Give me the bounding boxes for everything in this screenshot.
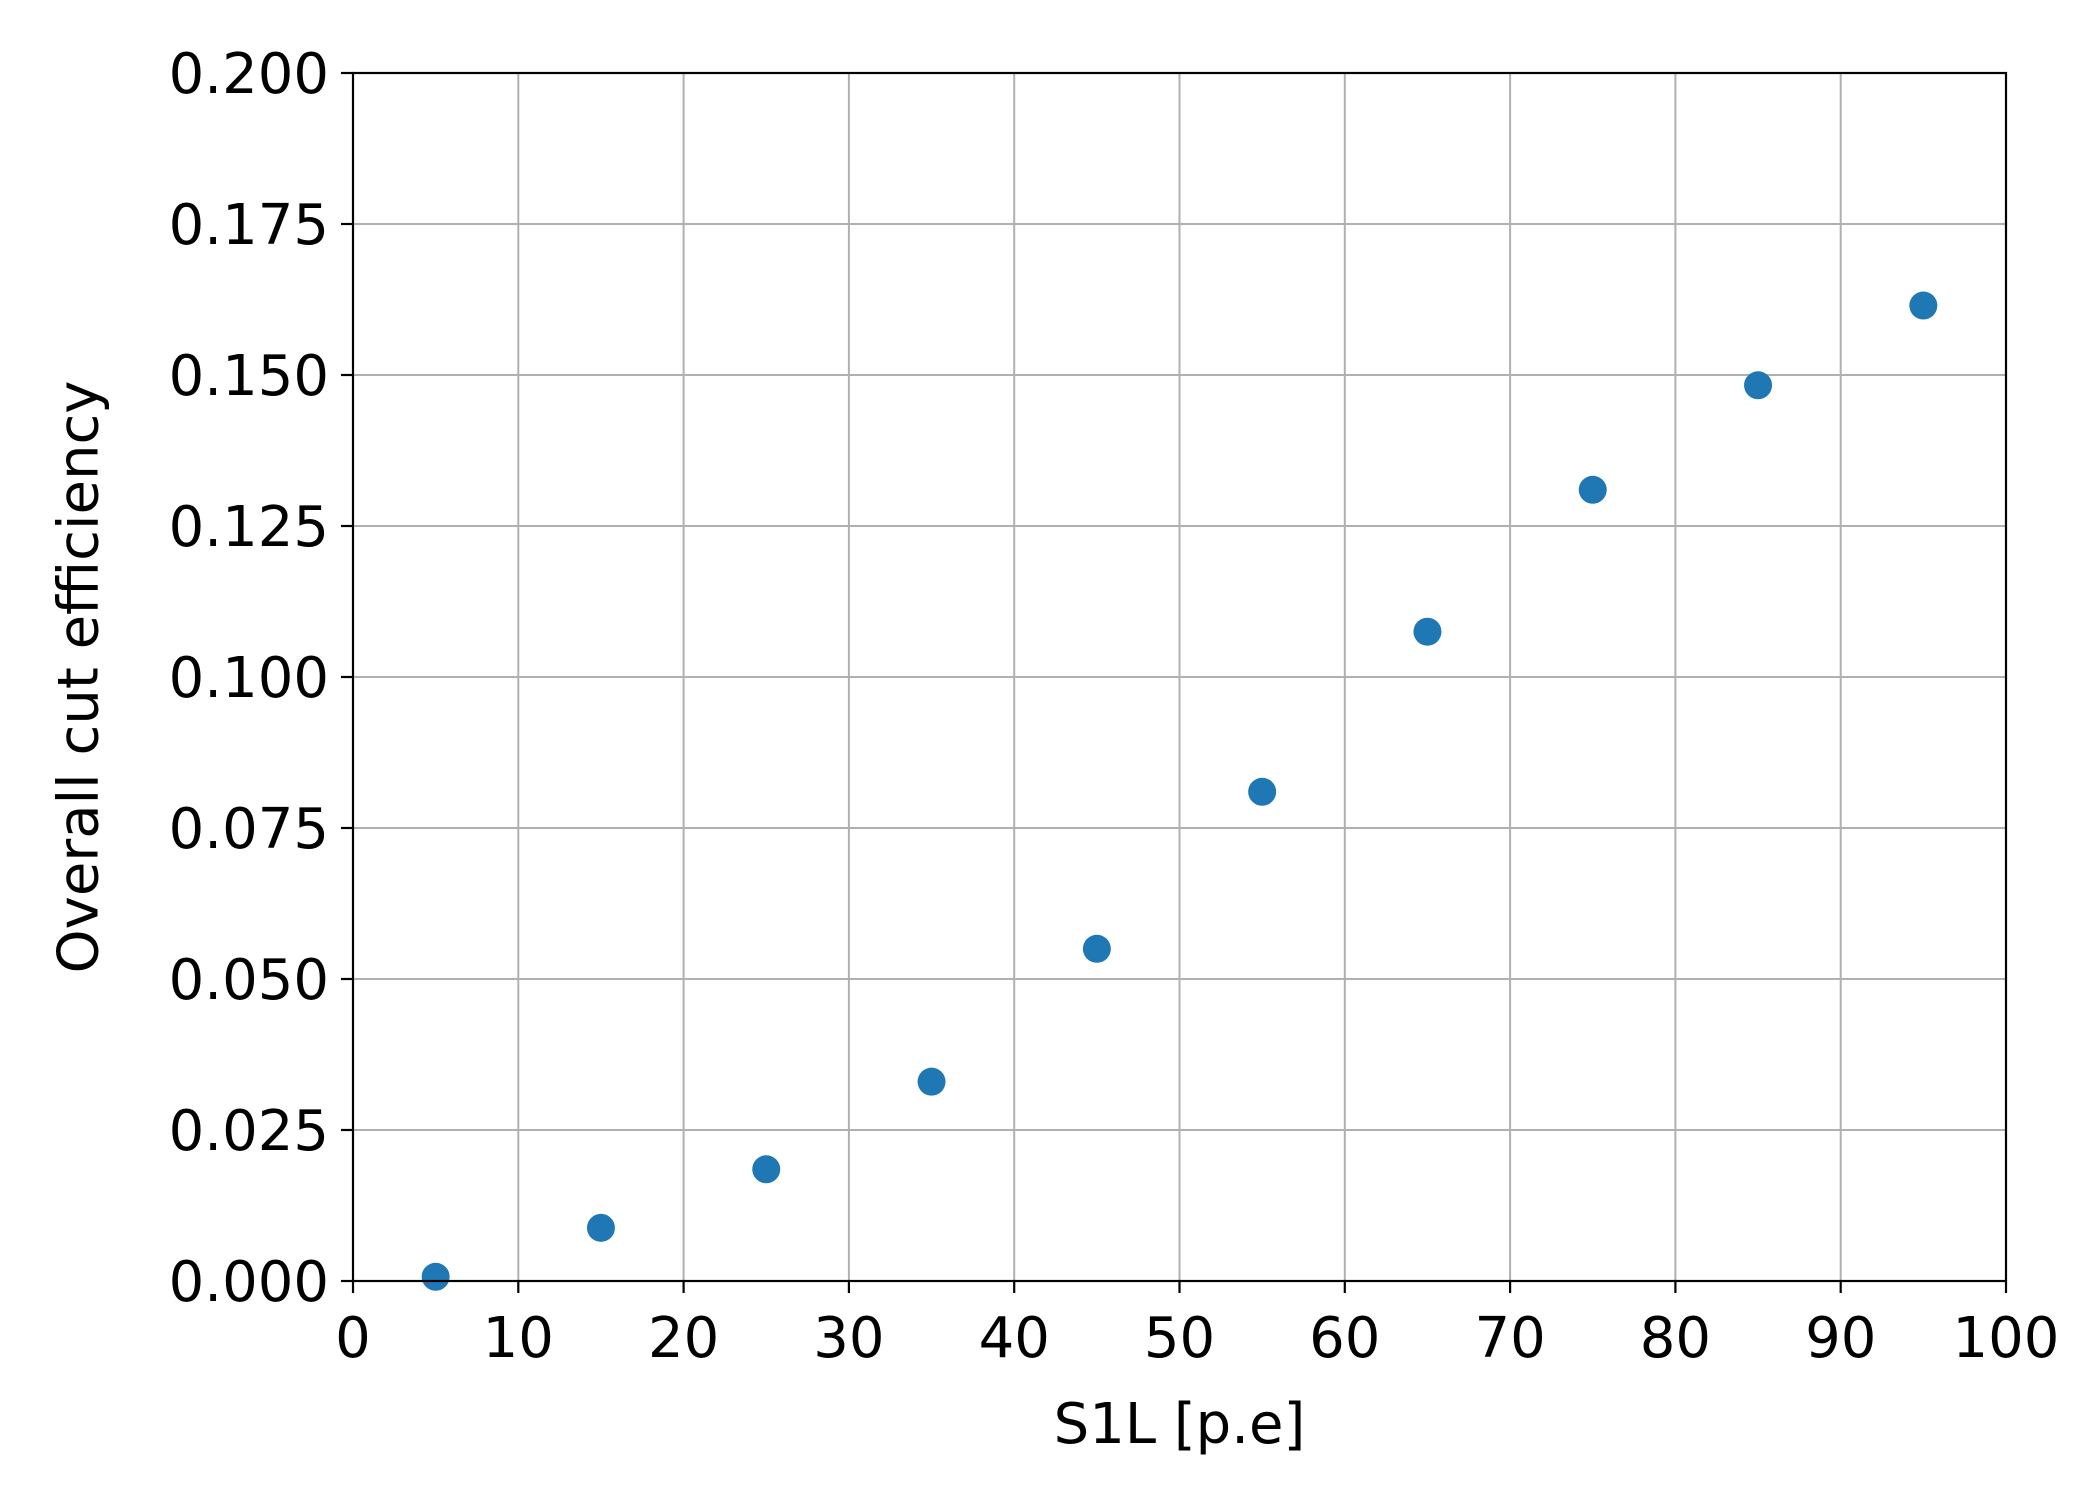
x-tick-label: 0 <box>335 1306 371 1371</box>
data-point <box>1909 291 1938 320</box>
y-tick-label: 0.125 <box>169 495 329 560</box>
x-tick-label: 60 <box>1309 1306 1380 1371</box>
data-point <box>421 1262 450 1291</box>
data-point <box>1744 371 1773 400</box>
data-point <box>1082 934 1111 963</box>
x-tick-label: 100 <box>1953 1306 2060 1371</box>
x-tick-label: 80 <box>1640 1306 1711 1371</box>
y-axis-ticks: 0.000 0.025 0.050 0.075 0.100 0.125 0.150 0.175… <box>169 42 353 1315</box>
y-tick-label: 0.000 <box>169 1250 329 1315</box>
x-tick-label: 90 <box>1805 1306 1876 1371</box>
x-tick-label: 20 <box>648 1306 719 1371</box>
x-tick-label: 40 <box>979 1306 1050 1371</box>
y-tick-label: 0.150 <box>169 344 329 409</box>
x-axis-label: S1L [p.e] <box>1054 1392 1306 1457</box>
data-point <box>586 1213 615 1242</box>
data-point <box>1578 475 1607 504</box>
data-point <box>752 1155 781 1184</box>
y-tick-label: 0.100 <box>169 646 329 711</box>
y-axis-label: Overall cut efficiency <box>47 381 112 974</box>
data-point <box>917 1067 946 1096</box>
y-tick-label: 0.200 <box>169 42 329 107</box>
x-tick-label: 70 <box>1474 1306 1545 1371</box>
x-tick-label: 30 <box>813 1306 884 1371</box>
y-tick-label: 0.075 <box>169 797 329 862</box>
grid-lines <box>352 72 2007 1282</box>
y-tick-label: 0.025 <box>169 1099 329 1164</box>
data-points <box>421 291 1938 1291</box>
x-tick-label: 10 <box>483 1306 554 1371</box>
y-tick-label: 0.175 <box>169 193 329 258</box>
data-point <box>1413 617 1442 646</box>
x-tick-label: 50 <box>1144 1306 1215 1371</box>
x-axis-ticks: 0 10 20 30 40 50 60 70 80 90 100 <box>335 1281 2059 1371</box>
data-point <box>1248 777 1277 806</box>
y-tick-label: 0.050 <box>169 948 329 1013</box>
